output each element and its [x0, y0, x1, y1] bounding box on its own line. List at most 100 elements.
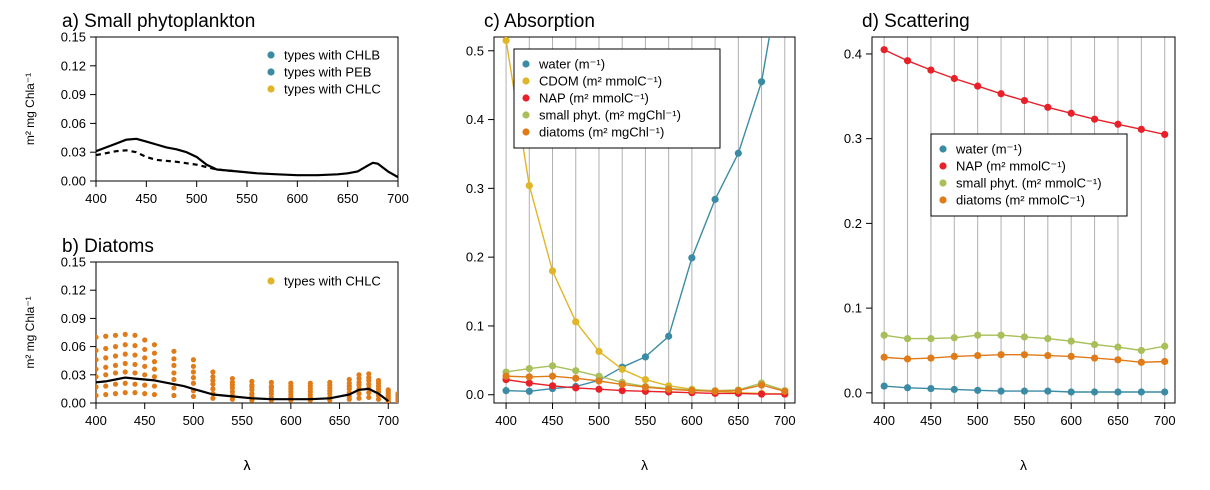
scatter-point — [112, 344, 119, 350]
scatter-point — [190, 357, 197, 363]
x-tick-label: 550 — [231, 413, 253, 428]
scatter-point — [151, 383, 158, 389]
data-point — [525, 365, 533, 373]
legend-marker — [522, 128, 530, 136]
y-tick-label: 0.15 — [61, 255, 86, 270]
plot-frame — [493, 36, 796, 404]
x-axis-label: λ — [641, 457, 648, 473]
x-tick-label: 450 — [920, 413, 942, 428]
data-point — [1090, 115, 1099, 123]
legend-label: types with CHLC — [284, 274, 381, 289]
scatter-point — [249, 387, 255, 393]
data-point — [927, 354, 935, 362]
scatter-point — [103, 383, 109, 389]
scatter-point — [122, 360, 128, 367]
data-point — [1114, 120, 1122, 128]
scatter-point — [151, 391, 158, 398]
scatter-point — [171, 356, 177, 362]
legend-marker — [939, 179, 947, 187]
data-point — [927, 384, 935, 393]
data-point — [641, 353, 650, 361]
legend-label: types with CHLC — [284, 82, 381, 97]
y-tick-label: 0.06 — [61, 116, 86, 131]
data-point — [903, 335, 912, 343]
scatter-point — [395, 399, 398, 403]
panel-absorption: c) Absorption 400 450 500 550 600 650 700 0.0 0.1… — [466, 11, 796, 473]
x-tick-label: 600 — [1060, 413, 1082, 428]
scatter-point — [356, 375, 362, 382]
x-tick-label: 600 — [280, 413, 302, 428]
scatter-point — [96, 374, 99, 380]
scatter-point — [122, 369, 128, 375]
scatter-point — [96, 334, 99, 340]
data-point — [1090, 354, 1099, 362]
data-point — [1020, 387, 1029, 395]
y-tick-label: 0.03 — [61, 145, 86, 160]
scatter-point — [142, 391, 148, 397]
legend-label: small phyt. (m² mmolC⁻¹) — [956, 176, 1102, 191]
scatter-point — [346, 396, 352, 402]
panel-diatoms: b) Diatoms 400 450 500 550 600 650 700 0.00 0.03 0… — [23, 236, 399, 473]
scatter-point — [356, 395, 362, 401]
series-line — [96, 376, 389, 402]
legend-marker — [267, 277, 275, 285]
data-layer — [502, 37, 789, 398]
scatter-point — [103, 391, 109, 398]
scatter-point — [103, 333, 109, 339]
y-tick-label: 0.03 — [61, 367, 86, 382]
data-point — [641, 383, 650, 391]
data-point — [1137, 125, 1145, 133]
data-point — [548, 362, 557, 370]
x-tick-label: 400 — [495, 413, 517, 428]
data-point — [903, 355, 912, 363]
panel-scattering: d) Scattering 400 450 500 550 600 650 700 0.0 0.1… — [844, 11, 1176, 473]
scatter-point — [151, 350, 158, 356]
data-point — [1067, 388, 1075, 396]
y-axis-label: m² mg Chla⁻¹ — [23, 296, 37, 368]
data-layer — [96, 331, 398, 403]
scatter-point — [96, 357, 99, 363]
data-point — [903, 57, 912, 65]
data-point — [665, 332, 673, 340]
x-tick-label: 550 — [236, 191, 258, 206]
data-point — [757, 390, 766, 398]
data-point — [997, 90, 1005, 98]
data-point — [1044, 103, 1052, 111]
data-point — [572, 318, 580, 326]
scatter-point — [171, 362, 177, 368]
x-tick-label: 650 — [727, 413, 749, 428]
legend-label: types with CHLB — [284, 48, 380, 63]
x-axis-label: λ — [244, 457, 251, 473]
y-axis-label: m² mg Chla⁻¹ — [23, 73, 37, 145]
x-tick-label: 450 — [134, 413, 156, 428]
scatter-point — [366, 381, 372, 387]
scatter-point — [151, 366, 158, 372]
x-tick-label: 550 — [1014, 413, 1036, 428]
data-point — [572, 367, 580, 375]
series-line — [96, 149, 238, 173]
x-tick-label: 650 — [337, 191, 359, 206]
panel-title: c) Absorption — [484, 11, 595, 32]
data-point — [974, 331, 982, 339]
legend-marker — [267, 68, 275, 76]
scatter-point — [210, 374, 216, 380]
data-point — [1090, 388, 1099, 396]
panel-title: a) Small phytoplankton — [62, 11, 255, 32]
scatter-point — [122, 380, 128, 386]
y-tick-label: 0.4 — [844, 46, 862, 61]
data-point — [757, 381, 766, 389]
data-point — [974, 351, 982, 360]
y-tick-label: 0.4 — [466, 112, 484, 127]
scatter-point — [356, 372, 362, 378]
legend-marker — [939, 196, 947, 204]
data-point — [525, 182, 533, 190]
legend-label: NAP (m² mmolC⁻¹) — [539, 91, 649, 106]
legend-marker — [522, 77, 530, 85]
data-point — [618, 380, 626, 389]
data-point — [688, 387, 696, 395]
scatter-point — [112, 370, 119, 376]
data-point — [711, 387, 719, 395]
legend-marker — [939, 162, 947, 170]
y-tick-label: 0.15 — [61, 30, 86, 45]
scatter-point — [151, 342, 158, 348]
